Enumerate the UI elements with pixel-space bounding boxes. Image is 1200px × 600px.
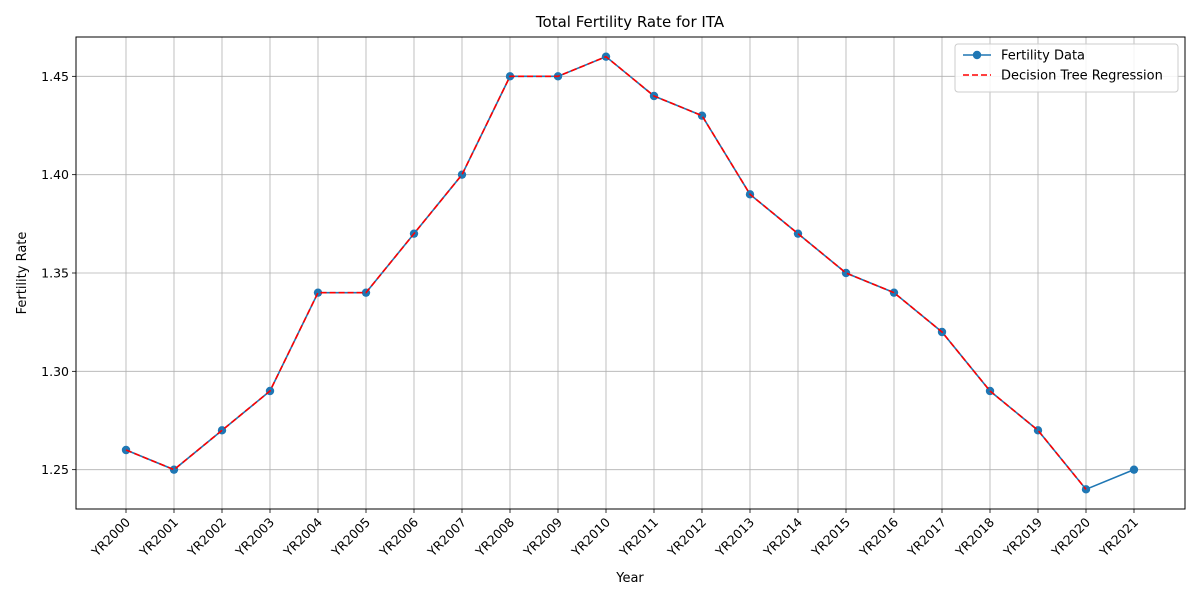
- x-axis-label: Year: [615, 571, 644, 586]
- x-tick-label: YR2008: [472, 514, 517, 559]
- x-tick-label: YR2013: [712, 515, 757, 560]
- y-axis: 1.25 1.30 1.35 1.40 1.45: [41, 69, 76, 477]
- legend-marker: [972, 50, 982, 60]
- x-tick-label: YR2002: [184, 515, 229, 560]
- chart-title: Total Fertility Rate for ITA: [535, 13, 725, 31]
- series-line-decision-tree: [125, 55, 1087, 490]
- x-tick-label: YR2015: [808, 515, 853, 560]
- data-point: [697, 111, 707, 120]
- y-tick-label: 1.40: [41, 167, 69, 182]
- series-layer: [121, 52, 1139, 494]
- y-axis-label: Fertility Rate: [15, 232, 30, 315]
- x-tick-label: YR2019: [1000, 514, 1045, 559]
- x-tick-label: YR2001: [136, 515, 181, 560]
- x-tick-label: YR2003: [232, 515, 277, 560]
- x-tick-label: YR2017: [904, 515, 949, 560]
- x-tick-label: YR2011: [616, 515, 661, 560]
- y-tick-label: 1.35: [41, 266, 69, 281]
- x-tick-label: YR2014: [760, 514, 805, 559]
- data-point: [1081, 485, 1091, 494]
- y-tick-label: 1.25: [41, 462, 69, 477]
- x-tick-label: YR2021: [1096, 515, 1141, 560]
- x-tick-label: YR2009: [520, 514, 565, 559]
- x-tick-label: YR2006: [376, 514, 421, 559]
- data-point: [1129, 465, 1139, 474]
- x-tick-label: YR2020: [1048, 514, 1093, 559]
- data-point: [313, 288, 323, 297]
- legend-label-fertility-data: Fertility Data: [1001, 49, 1085, 64]
- x-tick-label: YR2018: [952, 514, 997, 559]
- grid: [76, 37, 1185, 509]
- x-tick-label: YR2000: [88, 514, 133, 559]
- y-tick-label: 1.30: [41, 364, 69, 379]
- x-tick-label: YR2016: [856, 514, 901, 559]
- legend-label-decision-tree: Decision Tree Regression: [1001, 69, 1163, 84]
- x-tick-label: YR2007: [424, 515, 469, 560]
- legend-box: [954, 43, 1179, 93]
- x-tick-label: YR2005: [328, 515, 373, 560]
- legend: Fertility Data Decision Tree Regression: [954, 43, 1179, 93]
- x-tick-label: YR2010: [568, 514, 613, 559]
- x-tick-label: YR2004: [280, 514, 325, 559]
- y-tick-label: 1.45: [41, 69, 69, 84]
- x-tick-label: YR2012: [664, 515, 709, 560]
- x-axis: YR2000 YR2001 YR2002 YR2003 YR2004 YR2005 YR20…: [88, 509, 1141, 560]
